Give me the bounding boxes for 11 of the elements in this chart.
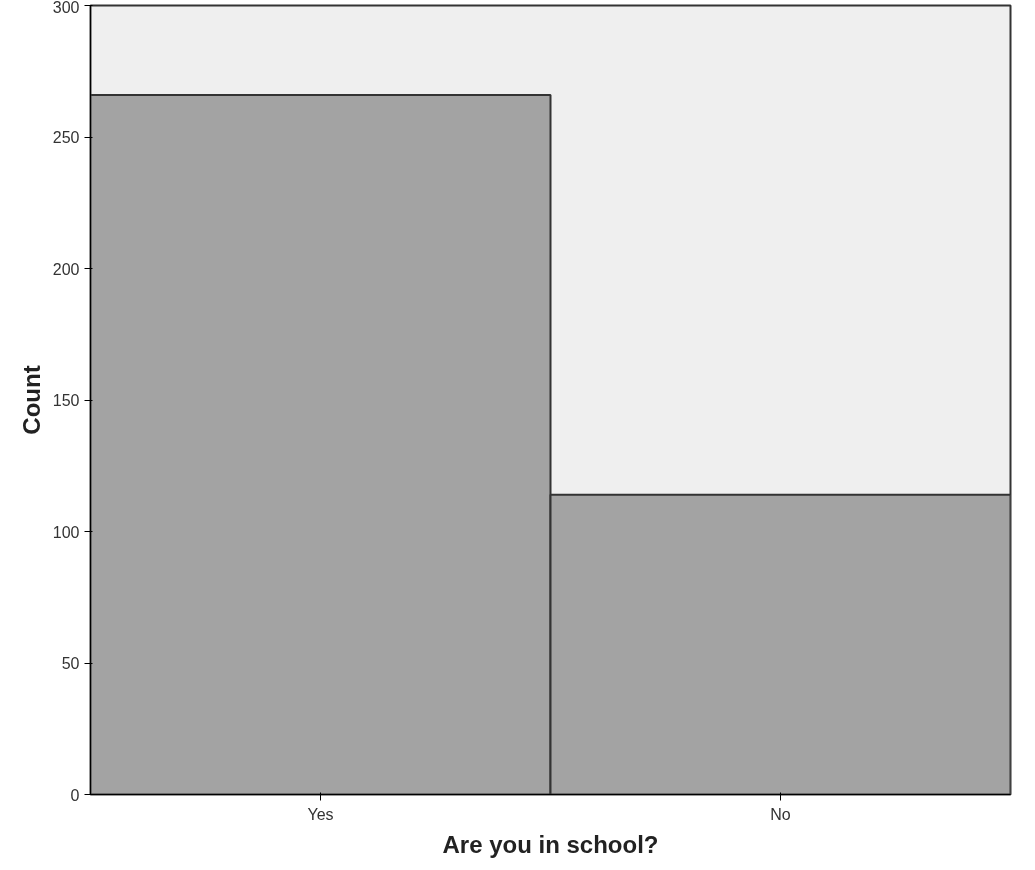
x-axis-title: Are you in school? — [442, 830, 659, 858]
y-tick-label: 300 — [52, 0, 80, 16]
y-axis-title: Count — [17, 365, 45, 435]
x-tick-label: No — [770, 805, 791, 823]
y-tick-label: 100 — [52, 523, 80, 541]
y-tick-label: 250 — [52, 129, 80, 146]
y-tick-label: 150 — [52, 392, 80, 409]
y-tick-label: 50 — [61, 655, 80, 672]
y-tick-label: 0 — [70, 786, 80, 804]
y-tick-label: 200 — [52, 260, 80, 278]
x-tick-label: Yes — [307, 805, 334, 823]
